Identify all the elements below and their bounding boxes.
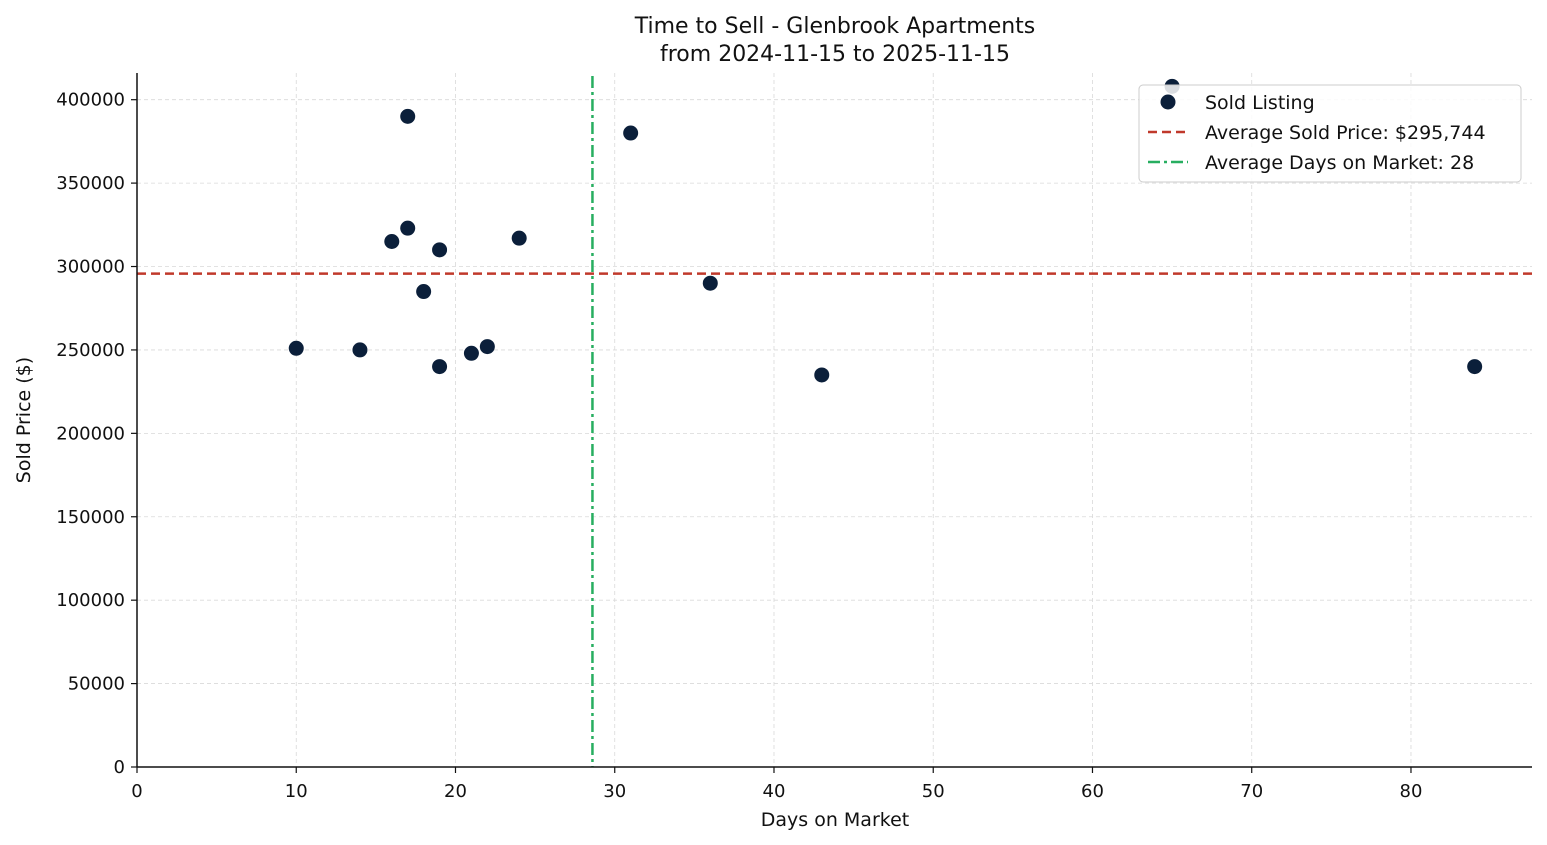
y-tick-label: 100000	[56, 590, 125, 611]
y-axis-title: Sold Price ($)	[13, 357, 35, 483]
x-tick-label: 70	[1240, 781, 1263, 802]
reference-lines	[137, 76, 1532, 767]
y-tick-label: 350000	[56, 173, 125, 194]
legend-label-avg-price: Average Sold Price: $295,744	[1205, 122, 1486, 144]
y-tick-label: 200000	[56, 423, 125, 444]
x-axis-title: Days on Market	[761, 809, 909, 831]
axes	[136, 73, 1532, 768]
x-tick-label: 20	[444, 781, 467, 802]
x-tick-label: 10	[285, 781, 308, 802]
y-ticks: 0 50000 100000 150000 200000 250000 300000 3500…	[56, 90, 137, 778]
y-tick-label: 150000	[56, 507, 125, 528]
data-point	[352, 342, 368, 358]
data-point	[702, 275, 718, 291]
x-tick-label: 50	[922, 781, 945, 802]
chart-subtitle: from 2024-11-15 to 2025-11-15	[660, 42, 1010, 67]
x-tick-label: 80	[1400, 781, 1423, 802]
legend-marker-sold-listing	[1160, 94, 1176, 110]
x-tick-label: 40	[763, 781, 786, 802]
y-tick-label: 50000	[68, 674, 125, 695]
data-point	[814, 367, 830, 383]
data-point	[416, 284, 432, 300]
chart-title: Time to Sell - Glenbrook Apartments	[634, 14, 1036, 39]
x-tick-label: 30	[603, 781, 626, 802]
data-point	[463, 345, 479, 361]
x-ticks: 0 10 20 30 40 50 60 70 80	[131, 767, 1422, 802]
x-tick-label: 0	[131, 781, 142, 802]
data-point	[432, 242, 448, 258]
legend-label-avg-days: Average Days on Market: 28	[1205, 152, 1474, 174]
grid	[137, 73, 1532, 767]
data-point	[400, 108, 416, 124]
data-point	[479, 339, 495, 355]
legend-label-sold-listing: Sold Listing	[1205, 92, 1315, 114]
data-point	[288, 340, 304, 356]
scatter-points	[288, 78, 1483, 383]
data-point	[384, 233, 400, 249]
y-tick-label: 300000	[56, 257, 125, 278]
y-tick-label: 0	[114, 757, 125, 778]
data-point	[511, 230, 527, 246]
data-point	[400, 220, 416, 236]
y-tick-label: 250000	[56, 340, 125, 361]
data-point	[1467, 359, 1483, 375]
x-tick-label: 60	[1081, 781, 1104, 802]
data-point	[432, 359, 448, 375]
legend: Sold Listing Average Sold Price: $295,74…	[1138, 84, 1522, 183]
legend-box	[1138, 84, 1522, 183]
y-tick-label: 400000	[56, 90, 125, 111]
data-point	[623, 125, 639, 141]
